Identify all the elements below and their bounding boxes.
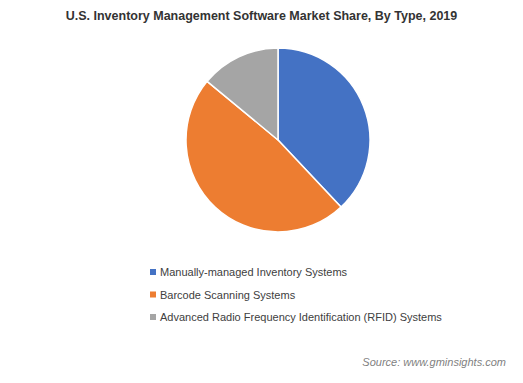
legend: Manually-managed Inventory Systems Barcod… (150, 266, 442, 323)
legend-label: Advanced Radio Frequency Identification … (160, 311, 442, 323)
legend-label: Manually-managed Inventory Systems (160, 266, 348, 278)
legend-label: Barcode Scanning Systems (160, 289, 296, 301)
pie-slice (207, 48, 278, 140)
legend-swatch (150, 292, 156, 298)
legend-swatch (150, 269, 156, 275)
chart-title: U.S. Inventory Management Software Marke… (66, 9, 458, 23)
chart-svg: U.S. Inventory Management Software Marke… (0, 0, 523, 383)
pie (186, 48, 370, 232)
chart-container: U.S. Inventory Management Software Marke… (0, 0, 523, 383)
source-note: Source: www.gminsights.com (362, 356, 506, 368)
legend-swatch (150, 314, 156, 320)
